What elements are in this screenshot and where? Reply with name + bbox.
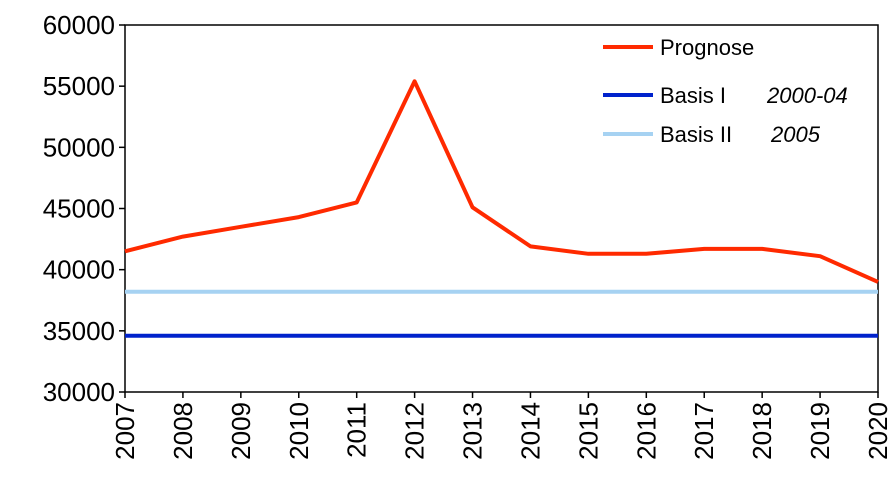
axes: 30000 35000 40000 45000 50000 55000 60000 2007 2…	[43, 10, 890, 460]
x-tick-label: 2007	[110, 402, 140, 460]
x-tick-label: 2019	[805, 402, 835, 460]
legend-note-basis-ii: 2005	[770, 122, 821, 147]
y-tick-label: 55000	[43, 71, 115, 101]
x-tick-label: 2012	[400, 402, 430, 460]
x-tick-label: 2010	[284, 402, 314, 460]
x-tick-label: 2013	[458, 402, 488, 460]
x-tick-label: 2014	[515, 402, 545, 460]
series-line-prognose	[124, 79, 879, 284]
y-tick-label: 30000	[43, 377, 115, 407]
x-tick-label: 2018	[747, 402, 777, 460]
y-tick-label: 40000	[43, 255, 115, 285]
y-tick-label: 45000	[43, 194, 115, 224]
x-tick-label: 2008	[168, 402, 198, 460]
legend-label-prognose: Prognose	[660, 35, 754, 60]
x-tick-label: 2009	[226, 402, 256, 460]
y-tick-label: 35000	[43, 316, 115, 346]
x-tick-label: 2011	[342, 402, 372, 458]
x-tick-label: 2016	[631, 402, 661, 460]
legend-note-basis-i: 2000-04	[766, 83, 848, 108]
x-tick-label: 2020	[863, 402, 890, 460]
x-tick-label: 2015	[573, 402, 603, 460]
y-tick-label: 60000	[43, 10, 115, 40]
legend-label-basis-i: Basis I	[660, 83, 726, 108]
legend: Prognose Basis I 2000-04 Basis II 2005	[603, 35, 848, 147]
y-tick-label: 50000	[43, 132, 115, 162]
x-tick-label: 2017	[689, 402, 719, 460]
series-lines	[124, 79, 879, 338]
legend-label-basis-ii: Basis II	[660, 122, 732, 147]
